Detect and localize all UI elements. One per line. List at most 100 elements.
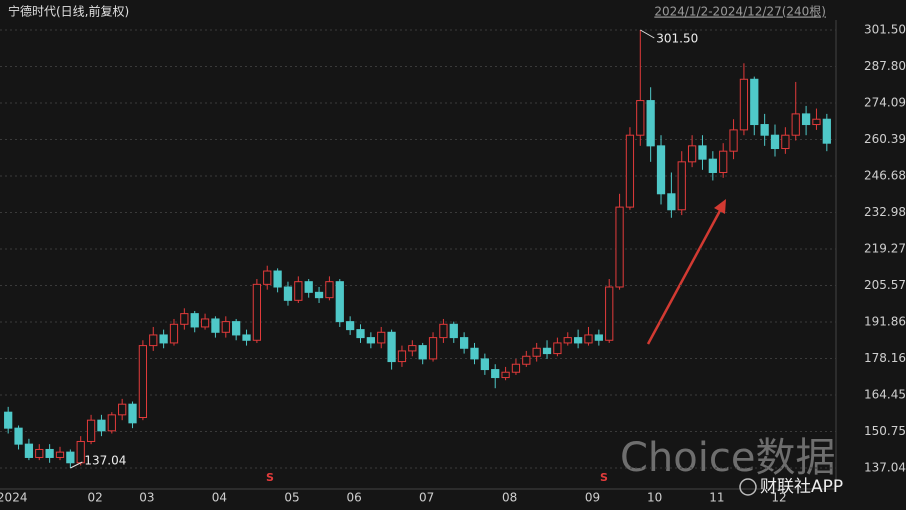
candle-body: [418, 345, 427, 360]
candle-body: [24, 443, 34, 458]
x-tick-label: 05: [284, 491, 299, 505]
trend-arrow: [646, 206, 724, 345]
candle-body: [107, 414, 116, 432]
candle-body: [428, 337, 438, 360]
y-tick-label: 205.57: [864, 278, 906, 292]
x-tick-label: 12: [771, 491, 786, 505]
y-tick-label: 137.04: [864, 461, 906, 475]
y-tick-label: 164.45: [864, 388, 906, 402]
candle-body: [542, 347, 552, 355]
candle-body: [273, 270, 282, 288]
candle-body: [86, 419, 96, 442]
candle-body: [335, 281, 344, 323]
candle-body: [294, 281, 303, 301]
candle-body: [739, 78, 749, 131]
candle-body: [169, 323, 179, 344]
candle-body: [35, 448, 44, 458]
candle-body: [770, 134, 780, 150]
candle-body: [636, 100, 645, 136]
candle-body: [346, 321, 355, 331]
candle-body: [232, 321, 241, 336]
candle-body: [801, 113, 811, 126]
candle-body: [719, 150, 728, 173]
marker: S: [600, 471, 608, 484]
source-icon: [739, 478, 757, 496]
candle-body: [14, 427, 23, 445]
x-tick-label: 10: [647, 491, 662, 505]
candle-body: [128, 403, 137, 424]
candle-body: [190, 313, 199, 328]
candle-body: [221, 321, 230, 333]
y-tick-label: 260.39: [864, 132, 906, 146]
candle-body: [325, 281, 334, 299]
candle-body: [501, 371, 510, 379]
candle-body: [460, 337, 469, 349]
candle-body: [687, 145, 697, 163]
candle-body: [252, 283, 262, 341]
candle-body: [625, 134, 635, 208]
y-tick-label: 246.68: [864, 169, 906, 183]
candle-body: [283, 286, 293, 301]
candle-body: [211, 318, 220, 333]
candle-body: [76, 440, 85, 464]
candle-body: [470, 347, 479, 360]
candle-body: [387, 331, 396, 363]
candle-body: [522, 355, 531, 365]
y-tick-label: 232.98: [864, 205, 906, 219]
low-label: 137.04: [84, 454, 126, 468]
candle-body: [118, 403, 127, 416]
candle-body: [553, 342, 562, 355]
candle-body: [304, 281, 313, 293]
candle-body: [563, 337, 572, 344]
high-label: 301.50: [656, 32, 698, 46]
candle-body: [750, 78, 759, 126]
x-tick-label: 07: [419, 491, 434, 505]
candle-body: [138, 345, 148, 419]
candle-body: [698, 145, 707, 160]
x-tick-label: 02: [87, 491, 102, 505]
candle-body: [449, 323, 458, 339]
candle-body: [729, 129, 738, 152]
candle-body: [377, 331, 386, 344]
candle-body: [605, 286, 614, 341]
candle-body: [532, 347, 541, 357]
candle-body: [314, 291, 324, 299]
y-tick-label: 191.86: [864, 315, 906, 329]
candle-body: [667, 193, 676, 211]
candle-body: [677, 161, 686, 211]
x-tick-label: 09: [585, 491, 600, 505]
candle-body: [646, 100, 655, 147]
candle-body: [615, 206, 624, 288]
candle-body: [263, 270, 272, 285]
y-tick-label: 150.75: [864, 424, 906, 438]
range-label[interactable]: 2024/1/2-2024/12/27(240根): [654, 5, 826, 19]
y-tick-label: 274.09: [864, 96, 906, 110]
annotation-pointer: [70, 461, 83, 469]
candle-body: [180, 313, 189, 325]
candle-body: [356, 329, 365, 339]
x-tick-label: 08: [502, 491, 517, 505]
y-tick-label: 287.80: [864, 59, 906, 73]
candle-body: [573, 337, 583, 344]
candle-body: [812, 118, 821, 126]
candle-body: [159, 334, 168, 344]
arrow-head: [714, 199, 726, 214]
candle-body: [594, 334, 603, 341]
candle-body: [491, 369, 500, 379]
candle-body: [781, 134, 790, 150]
candle-body: [760, 124, 769, 136]
candle-body: [511, 363, 521, 373]
annotation-pointer: [640, 29, 655, 39]
candle-body: [708, 158, 717, 173]
candle-body: [200, 318, 210, 328]
candle-body: [480, 358, 489, 371]
y-tick-label: 178.16: [864, 351, 906, 365]
x-tick-label: 11: [709, 491, 724, 505]
candle-body: [45, 448, 54, 458]
candle-body: [822, 118, 831, 144]
watermark: Choice数据: [620, 435, 835, 481]
candle-body: [656, 145, 666, 195]
x-tick-label: 2024: [0, 491, 27, 505]
